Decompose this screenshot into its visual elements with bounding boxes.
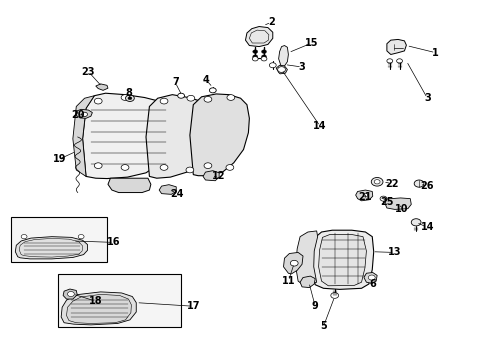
Polygon shape <box>63 289 77 299</box>
Polygon shape <box>318 234 366 286</box>
Text: 20: 20 <box>71 111 84 121</box>
Circle shape <box>386 59 392 63</box>
Text: 3: 3 <box>423 93 430 103</box>
Circle shape <box>94 163 102 168</box>
Text: 13: 13 <box>387 247 401 257</box>
Text: 17: 17 <box>186 301 200 311</box>
Text: 9: 9 <box>311 301 318 311</box>
Circle shape <box>330 293 338 298</box>
Circle shape <box>160 165 167 170</box>
Circle shape <box>261 50 266 53</box>
Circle shape <box>67 292 74 297</box>
Polygon shape <box>283 252 303 274</box>
Polygon shape <box>245 27 272 46</box>
Circle shape <box>362 193 367 197</box>
Text: 10: 10 <box>394 204 407 215</box>
Polygon shape <box>15 237 87 259</box>
Polygon shape <box>363 273 376 283</box>
Polygon shape <box>386 40 406 54</box>
Circle shape <box>277 67 285 72</box>
Polygon shape <box>108 178 151 193</box>
Polygon shape <box>73 96 94 176</box>
Circle shape <box>226 95 234 100</box>
Polygon shape <box>159 185 176 194</box>
Polygon shape <box>295 231 317 284</box>
Text: 22: 22 <box>384 179 398 189</box>
Text: 21: 21 <box>358 192 371 202</box>
Circle shape <box>81 112 87 117</box>
Text: 16: 16 <box>107 237 121 247</box>
Circle shape <box>413 180 423 187</box>
Text: 3: 3 <box>298 62 305 72</box>
Text: 8: 8 <box>125 88 132 98</box>
Text: 11: 11 <box>281 276 295 286</box>
Polygon shape <box>203 171 219 181</box>
Circle shape <box>225 165 233 170</box>
Polygon shape <box>76 109 92 118</box>
Text: 5: 5 <box>320 321 326 331</box>
Text: 14: 14 <box>420 222 433 232</box>
Circle shape <box>185 167 193 173</box>
Circle shape <box>252 57 258 61</box>
Circle shape <box>269 63 276 68</box>
Circle shape <box>121 95 129 100</box>
Text: 23: 23 <box>81 67 95 77</box>
Polygon shape <box>300 276 315 288</box>
Polygon shape <box>96 84 108 90</box>
Circle shape <box>94 98 102 104</box>
Circle shape <box>128 97 132 100</box>
Text: 1: 1 <box>431 48 438 58</box>
Polygon shape <box>384 198 410 210</box>
Circle shape <box>261 55 266 58</box>
Text: 19: 19 <box>52 154 66 164</box>
Circle shape <box>203 96 211 102</box>
Circle shape <box>78 234 84 239</box>
Circle shape <box>252 50 257 53</box>
Polygon shape <box>61 292 136 325</box>
Text: 7: 7 <box>172 77 178 87</box>
Circle shape <box>370 177 382 186</box>
Polygon shape <box>276 65 287 74</box>
Text: 26: 26 <box>420 181 433 192</box>
Circle shape <box>261 57 266 61</box>
Polygon shape <box>278 45 288 66</box>
Circle shape <box>252 55 257 58</box>
Circle shape <box>21 234 27 239</box>
Text: 15: 15 <box>305 38 318 48</box>
Text: 4: 4 <box>203 75 209 85</box>
Circle shape <box>410 219 420 226</box>
Polygon shape <box>189 94 249 176</box>
Circle shape <box>177 93 184 98</box>
Circle shape <box>160 98 167 104</box>
Text: 18: 18 <box>89 296 102 306</box>
Bar <box>11 217 106 262</box>
Circle shape <box>209 88 216 93</box>
Circle shape <box>203 163 211 168</box>
Text: 25: 25 <box>379 197 393 207</box>
Circle shape <box>379 196 386 201</box>
Bar <box>58 274 181 327</box>
Polygon shape <box>82 93 171 179</box>
Circle shape <box>373 180 379 184</box>
Text: 24: 24 <box>170 189 183 199</box>
Text: 6: 6 <box>368 279 375 289</box>
Circle shape <box>125 95 134 102</box>
Polygon shape <box>355 190 372 201</box>
Circle shape <box>121 165 129 170</box>
Circle shape <box>396 59 402 63</box>
Circle shape <box>367 275 374 280</box>
Polygon shape <box>311 230 373 289</box>
Polygon shape <box>66 294 131 323</box>
Polygon shape <box>146 95 214 178</box>
Text: 2: 2 <box>267 17 274 27</box>
Text: 14: 14 <box>313 121 326 131</box>
Text: 12: 12 <box>212 171 225 181</box>
Circle shape <box>290 260 298 266</box>
Circle shape <box>186 95 194 101</box>
